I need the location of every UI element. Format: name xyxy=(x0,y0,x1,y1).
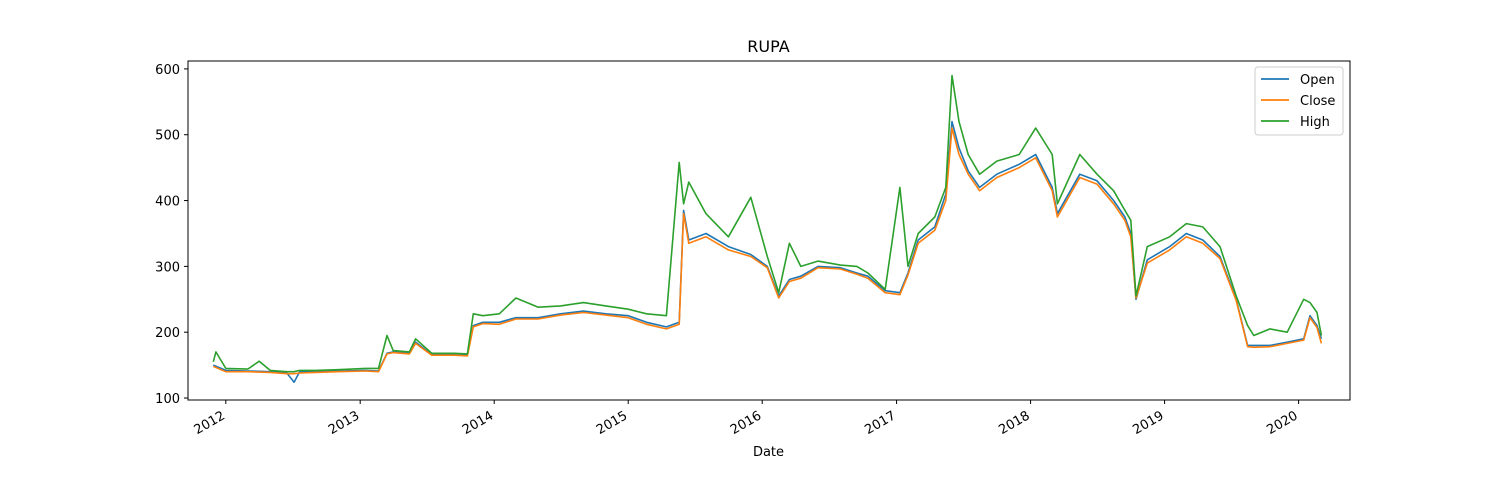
x-tick-label: 2016 xyxy=(728,408,764,438)
x-tick-label: 2014 xyxy=(460,408,496,438)
legend: Open Close High xyxy=(1254,66,1344,136)
legend-label-high: High xyxy=(1300,115,1330,130)
x-axis: 2012 2013 2014 2015 2016 2017 2018 2019 2020 xyxy=(192,400,1301,438)
x-tick-label: 2017 xyxy=(862,408,898,438)
legend-label-open: Open xyxy=(1300,73,1335,88)
x-axis-label: Date xyxy=(753,445,784,460)
x-tick-label: 2013 xyxy=(326,408,362,438)
y-tick-label: 400 xyxy=(155,195,180,210)
y-tick-label: 100 xyxy=(155,392,180,407)
y-tick-label: 300 xyxy=(155,260,180,275)
x-tick-label: 2015 xyxy=(594,408,630,438)
series-line-close xyxy=(212,127,1323,375)
x-tick-label: 2018 xyxy=(996,408,1032,438)
y-tick-label: 500 xyxy=(155,129,180,144)
x-tick-label: 2012 xyxy=(192,408,228,438)
series-line-high xyxy=(212,74,1323,373)
x-tick-label: 2020 xyxy=(1264,408,1300,438)
y-tick-label: 200 xyxy=(155,326,180,341)
plot-frame xyxy=(187,60,1351,401)
y-tick-label: 600 xyxy=(155,63,180,78)
chart-title: RUPA xyxy=(747,37,789,56)
x-tick-label: 2019 xyxy=(1130,408,1166,438)
y-axis: 100 200 300 400 500 600 xyxy=(155,63,188,407)
legend-label-close: Close xyxy=(1300,94,1335,109)
series-line-open xyxy=(212,120,1323,384)
series-layer xyxy=(212,74,1323,384)
legend-box xyxy=(1254,66,1344,136)
